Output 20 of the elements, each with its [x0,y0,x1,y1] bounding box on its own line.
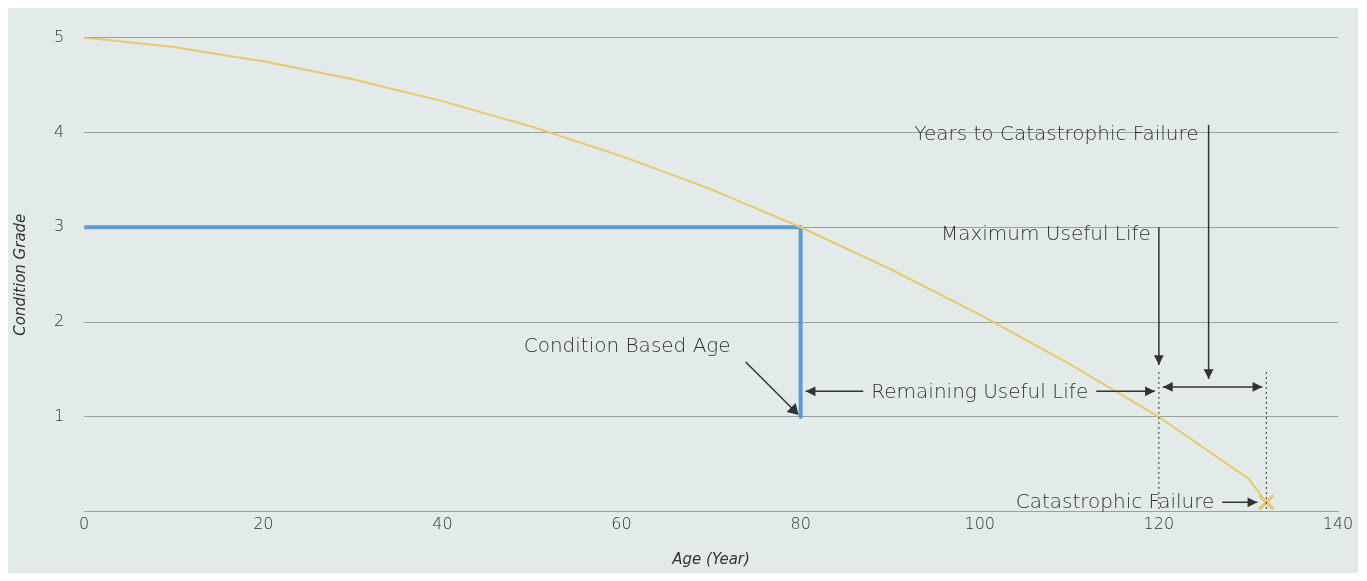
y-tick-label: 5 [53,26,65,46]
y-tick-label: 4 [53,121,65,141]
annotation: Maximum Useful Life [940,220,1151,245]
x-tick-label: 60 [611,513,632,533]
annotation: Condition Based Age [523,332,731,357]
x-tick-label: 20 [253,513,274,533]
x-tick-label: 0 [79,513,90,533]
y-tick-label: 2 [53,311,65,331]
x-tick-label: 80 [790,513,811,533]
x-tick-label: 40 [432,513,453,533]
x-tick-label: 140 [1322,513,1354,533]
annotation: Years to Catastrophic Failure [914,120,1199,145]
x-tick-label: 100 [964,513,996,533]
y-tick-label: 1 [53,406,65,426]
x-tick-label: 120 [1143,513,1175,533]
x-axis-title: Age (Year) [671,549,750,568]
annotation: Remaining Useful Life [871,379,1089,404]
y-tick-label: 3 [53,216,65,236]
annotation: Catastrophic Failure [1015,489,1215,514]
y-axis-title: Condition Grade [10,213,29,336]
